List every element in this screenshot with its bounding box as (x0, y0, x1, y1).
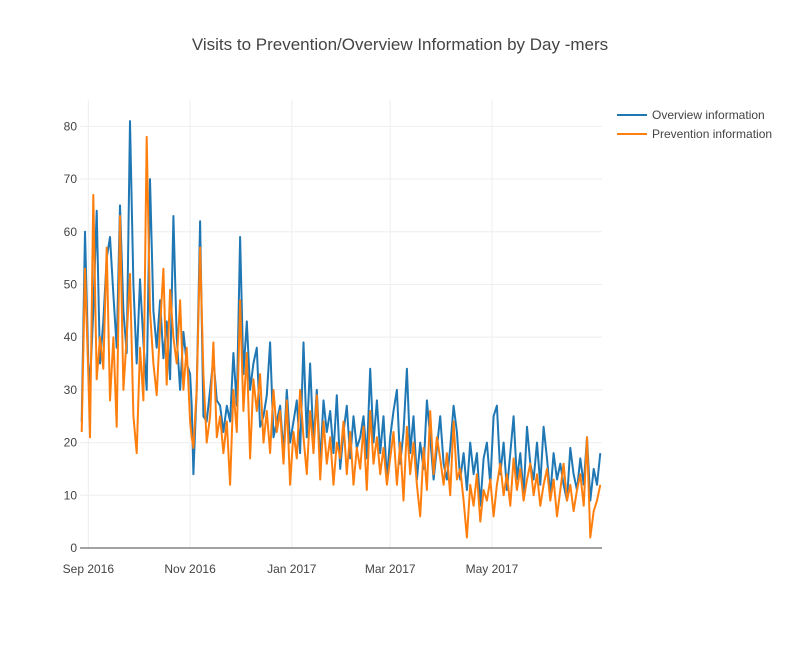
series-layer (80, 120, 602, 539)
series-line-overview (80, 120, 602, 507)
legend-item-prevention[interactable]: Prevention information (617, 127, 772, 141)
y-tick-label: 40 (64, 330, 78, 344)
chart-title: Visits to Prevention/Overview Informatio… (192, 35, 608, 54)
y-tick-label: 50 (64, 277, 78, 291)
legend-label-prevention: Prevention information (652, 127, 772, 141)
y-tick-label: 20 (64, 436, 78, 450)
x-tick-label: Mar 2017 (365, 562, 416, 576)
x-tick-label: Sep 2016 (63, 562, 115, 576)
legend-label-overview: Overview information (652, 108, 765, 122)
x-tick-label: May 2017 (466, 562, 519, 576)
y-tick-label: 10 (64, 488, 78, 502)
y-tick-label: 30 (64, 383, 78, 397)
legend[interactable]: Overview information Prevention informati… (617, 108, 772, 141)
y-tick-label: 70 (64, 172, 78, 186)
y-tick-label: 60 (64, 225, 78, 239)
legend-item-overview[interactable]: Overview information (617, 108, 765, 122)
x-tick-label: Jan 2017 (267, 562, 317, 576)
x-tick-label: Nov 2016 (164, 562, 216, 576)
axis-layer: 0 10 20 30 40 50 60 70 80 Sep 2016 Nov 2016 Jan 201… (63, 119, 602, 576)
y-tick-label: 0 (70, 541, 77, 555)
grid-layer (80, 100, 602, 548)
series-line-prevention (80, 135, 602, 539)
y-tick-label: 80 (64, 119, 78, 133)
